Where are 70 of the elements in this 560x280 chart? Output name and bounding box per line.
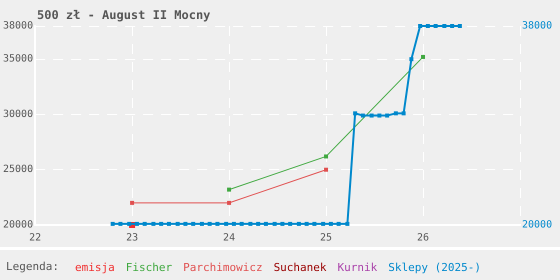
point: [142, 222, 147, 226]
point: [183, 222, 188, 226]
point: [176, 222, 180, 226]
y2-tick-label: 20000: [522, 220, 552, 230]
point: [248, 222, 252, 226]
text: Fischer: [126, 261, 172, 274]
point: [418, 24, 422, 28]
point: [191, 222, 196, 226]
point: [159, 222, 164, 226]
point: [127, 222, 132, 226]
legend-label: Suchanek: [274, 261, 327, 274]
point: [130, 200, 134, 205]
point: [240, 222, 244, 226]
point: [409, 57, 414, 62]
text: emisja: [75, 261, 115, 274]
chart-title: 500 zł - August II Mocny: [37, 8, 210, 22]
point: [385, 114, 390, 118]
point: [421, 54, 426, 59]
point: [402, 111, 406, 116]
point: [118, 222, 122, 226]
y-tick-label: 35000: [2, 54, 34, 65]
point: [215, 222, 220, 226]
point: [458, 24, 462, 28]
point: [227, 200, 232, 205]
x-tick-label: 24: [223, 232, 236, 244]
point: [321, 222, 326, 226]
y2-tick-label: 38000: [522, 20, 552, 32]
point: [224, 222, 228, 226]
point: [110, 222, 115, 226]
point: [370, 114, 374, 118]
x-tick-label: 22: [29, 232, 42, 244]
point: [442, 24, 446, 28]
y-tick-label: 30000: [2, 108, 34, 120]
point: [151, 222, 156, 226]
point: [134, 222, 139, 226]
legend-label: Kurnik: [338, 261, 378, 274]
text: Sklepy (2025-): [388, 261, 481, 274]
point: [296, 222, 301, 226]
point: [394, 111, 398, 116]
point: [200, 222, 204, 226]
point: [232, 222, 236, 226]
point: [272, 222, 277, 226]
text: Parchimowicz: [183, 261, 263, 274]
point: [353, 111, 358, 116]
point: [328, 222, 333, 226]
point: [304, 222, 309, 226]
point: [256, 222, 260, 226]
point: [426, 24, 430, 28]
point: [345, 222, 350, 226]
y-tick-label: 25000: [2, 164, 34, 176]
point: [227, 188, 232, 192]
point: [377, 114, 382, 118]
x-tick-label: 23: [126, 232, 138, 244]
point: [324, 154, 328, 158]
x-tick-label: 26: [416, 232, 430, 244]
point: [166, 222, 171, 226]
point: [450, 24, 454, 28]
point: [280, 222, 284, 226]
point: [360, 114, 365, 118]
point: [336, 222, 341, 226]
point: [288, 222, 292, 226]
legend-title: Legenda:: [6, 260, 59, 273]
point: [324, 168, 328, 172]
x-tick-label: 25: [320, 232, 332, 244]
y-tick-label: 20000: [2, 220, 34, 230]
point: [208, 222, 212, 226]
y-tick-label: 38000: [2, 20, 34, 32]
point: [264, 222, 268, 226]
point: [434, 24, 438, 28]
point: [312, 222, 316, 226]
